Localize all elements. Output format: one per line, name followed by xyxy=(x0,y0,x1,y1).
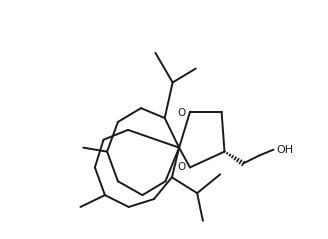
Text: OH: OH xyxy=(276,145,294,155)
Text: O: O xyxy=(177,108,186,118)
Text: O: O xyxy=(177,163,186,172)
